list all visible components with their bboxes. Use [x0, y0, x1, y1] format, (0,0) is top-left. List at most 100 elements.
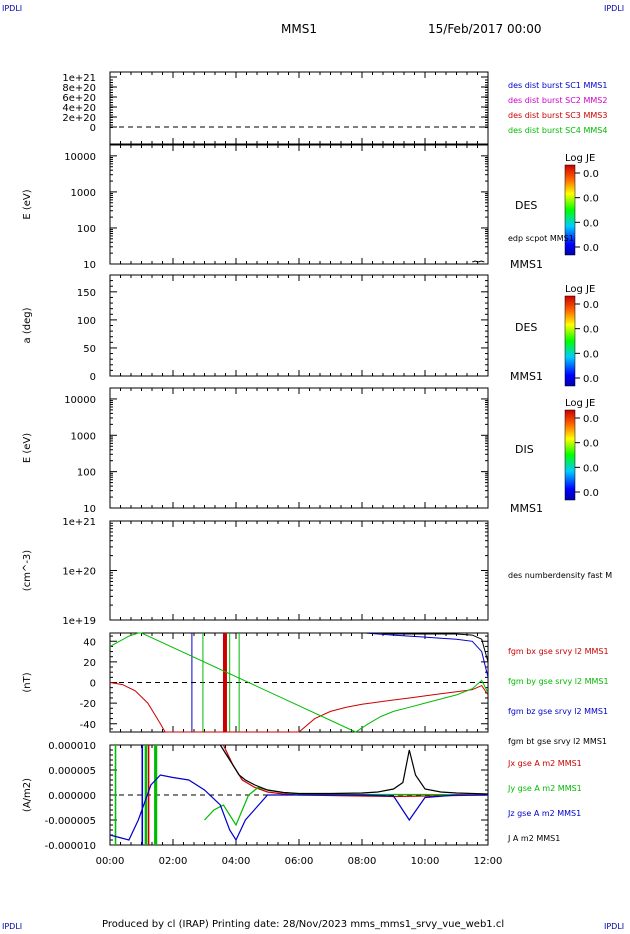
- colorbar-title: Log JE: [565, 153, 595, 164]
- y-axis-label: E (eV): [22, 189, 33, 219]
- y-tick-label: 6e+20: [62, 93, 96, 104]
- corner-label-bottom-left: IPDLI: [2, 922, 23, 931]
- legend-entry: Jx gse A m2 MMS1: [507, 759, 582, 768]
- series-band: [154, 745, 158, 845]
- y-axis-label: (A/m2): [22, 778, 33, 812]
- colorbar-tick-label: 0.0: [583, 243, 599, 254]
- y-tick-label: 0.000000: [48, 791, 96, 802]
- panel-frame: [109, 520, 489, 621]
- y-tick-label: 8e+20: [62, 83, 96, 94]
- y-tick-label: 40: [83, 637, 96, 648]
- y-tick-label: -40: [80, 720, 96, 731]
- time-tick-label: 02:00: [159, 856, 188, 867]
- legend-entry: J A m2 MMS1: [507, 834, 560, 843]
- footer-text: Produced by cl (IRAP) Printing date: 28/…: [102, 919, 505, 930]
- panel-frame: [109, 144, 489, 265]
- y-tick-label: 1e+19: [62, 616, 96, 627]
- colorbar: [564, 295, 576, 387]
- legend-entry: des dist burst SC3 MMS3: [508, 111, 607, 120]
- colorbar-tick-label: 0.0: [583, 414, 599, 425]
- colorbar: [564, 164, 576, 256]
- series-band: [144, 745, 148, 845]
- date-title: 15/Feb/2017 00:00: [428, 22, 542, 36]
- instrument-label: DES: [515, 199, 537, 212]
- corner-label-bottom-right: IPDLI: [604, 922, 625, 931]
- spacecraft-label: MMS1: [510, 502, 543, 515]
- series-line: [109, 682, 489, 733]
- spacecraft-label: MMS1: [510, 370, 543, 383]
- legend-entry: fgm bt gse srvy l2 MMS1: [508, 737, 607, 746]
- y-tick-label: 0.000005: [48, 766, 96, 777]
- colorbar-tick-label: 0.0: [583, 463, 599, 474]
- legend-entry: des numberdensity fast M: [508, 571, 612, 580]
- y-tick-label: 100: [77, 468, 96, 479]
- y-tick-label: 4e+20: [62, 103, 96, 114]
- y-tick-label: 150: [77, 288, 96, 299]
- panel-frame: [109, 387, 489, 509]
- time-tick-label: 12:00: [474, 856, 503, 867]
- spacecraft-label: MMS1: [510, 258, 543, 271]
- legend-entry: fgm bz gse srvy l2 MMS1: [508, 707, 608, 716]
- colorbar-tick-label: 0.0: [583, 439, 599, 450]
- y-tick-label: 0: [90, 372, 96, 383]
- legend-entry: des dist burst SC4 MMS4: [508, 126, 607, 135]
- colorbar-tick-label: 0.0: [583, 300, 599, 311]
- y-tick-label: 1e+21: [62, 73, 96, 84]
- colorbar-tick-label: 0.0: [583, 325, 599, 336]
- legend-entry: fgm by gse srvy l2 MMS1: [508, 677, 609, 686]
- legend-entry: des dist burst SC2 MMS2: [508, 96, 607, 105]
- colorbar-tick-label: 0.0: [583, 194, 599, 205]
- y-tick-label: 20: [83, 658, 96, 669]
- series-line: [109, 632, 489, 733]
- series-line: [362, 632, 489, 663]
- y-tick-label: -20: [80, 699, 96, 710]
- y-tick-label: 1000: [71, 188, 96, 199]
- y-tick-label: 0: [90, 123, 96, 134]
- colorbar-tick-label: 0.0: [583, 349, 599, 360]
- scpot-trace: [472, 260, 485, 263]
- colorbar-tick-label: 0.0: [583, 374, 599, 385]
- legend-entry: fgm bx gse srvy l2 MMS1: [508, 647, 609, 656]
- time-tick-label: 00:00: [96, 856, 125, 867]
- y-tick-label: 100: [77, 316, 96, 327]
- legend-entry: des dist burst SC1 MMS1: [508, 81, 607, 90]
- y-axis-label: a (deg): [22, 307, 33, 343]
- colorbar-title: Log JE: [565, 284, 595, 295]
- y-axis-label: (cm^-3): [22, 550, 33, 591]
- series-band: [114, 745, 117, 845]
- y-tick-label: 10000: [64, 395, 96, 406]
- series-line: [109, 774, 488, 842]
- y-tick-label: 0: [90, 679, 96, 690]
- spacecraft-title: MMS1: [281, 22, 317, 36]
- y-tick-label: 2e+20: [62, 113, 96, 124]
- legend-entry: Jy gse A m2 MMS1: [507, 784, 582, 793]
- y-tick-label: 1000: [71, 431, 96, 442]
- y-tick-label: 10: [83, 260, 96, 271]
- time-tick-label: 08:00: [348, 856, 377, 867]
- series-band: [141, 745, 144, 845]
- panel-frame: [109, 274, 489, 377]
- instrument-label: DES: [515, 321, 537, 334]
- series-line: [365, 632, 489, 678]
- y-tick-label: 100: [77, 224, 96, 235]
- y-axis-label: (nT): [22, 672, 33, 692]
- colorbar-title: Log JE: [565, 398, 595, 409]
- colorbar-tick-label: 0.0: [583, 218, 599, 229]
- series-band: [147, 745, 150, 845]
- legend-entry: Jz gse A m2 MMS1: [507, 809, 581, 818]
- colorbar-tick-label: 0.0: [583, 488, 599, 499]
- instrument-label: DIS: [515, 443, 534, 456]
- time-tick-label: 06:00: [285, 856, 314, 867]
- colorbar: [564, 409, 576, 501]
- y-tick-label: 10: [83, 504, 96, 515]
- y-tick-label: -0.000010: [45, 841, 96, 852]
- y-tick-label: 1e+20: [62, 567, 96, 578]
- y-tick-label: 1e+21: [62, 517, 96, 528]
- overlay-label: edp scpot MMS1: [508, 234, 574, 243]
- panel-frame: [109, 71, 489, 145]
- corner-label-top-right: IPDLI: [604, 4, 625, 13]
- colorbar-tick-label: 0.0: [583, 169, 599, 180]
- y-tick-label: 0.000010: [48, 741, 96, 752]
- y-tick-label: 10000: [64, 152, 96, 163]
